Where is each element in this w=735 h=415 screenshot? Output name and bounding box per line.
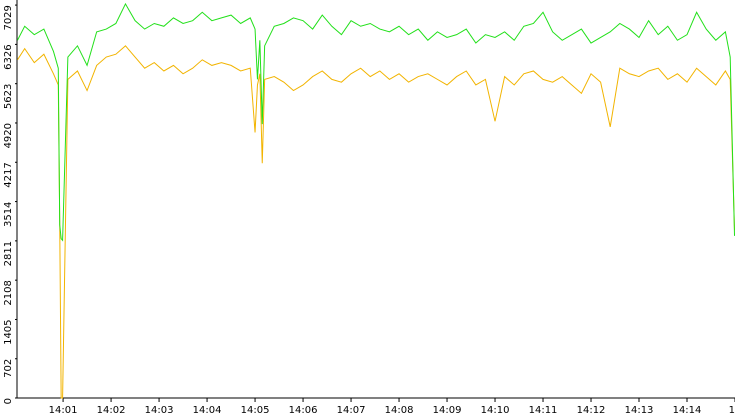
x-tick-label: 14:10 — [481, 405, 510, 415]
y-tick-label: 0 — [3, 398, 14, 404]
y-tick-label: 3514 — [3, 202, 14, 227]
x-tick-label: 14:09 — [433, 405, 462, 415]
x-tick-label: 14:13 — [625, 405, 654, 415]
y-tick-label: 1405 — [3, 319, 14, 344]
y-tick-label: 702 — [3, 359, 14, 378]
y-tick-label: 2811 — [3, 241, 14, 266]
x-tick-label: 14:04 — [193, 405, 222, 415]
x-tick-label: 14:01 — [49, 405, 78, 415]
x-tick-label: 14:08 — [385, 405, 414, 415]
series-line — [17, 45, 735, 399]
x-tick-label: 14:06 — [289, 405, 318, 415]
x-tick-label: 14:03 — [145, 405, 174, 415]
y-tick-label: 2108 — [3, 280, 14, 305]
y-tick-label: 7029 — [3, 5, 14, 30]
series-line — [17, 2, 735, 242]
y-tick-label: 4920 — [3, 123, 14, 148]
x-tick-label: 14:02 — [97, 405, 126, 415]
x-tick-label: 14:05 — [241, 405, 270, 415]
x-tick-label: 14:14 — [673, 405, 702, 415]
y-tick-label: 4217 — [3, 162, 14, 187]
x-tick-label: 14 — [729, 405, 735, 415]
x-tick-label: 14:12 — [577, 405, 606, 415]
x-tick-label: 14:07 — [337, 405, 366, 415]
y-tick-label: 5623 — [3, 84, 14, 109]
x-tick-label: 14:11 — [529, 405, 558, 415]
y-tick-label: 6326 — [3, 44, 14, 69]
